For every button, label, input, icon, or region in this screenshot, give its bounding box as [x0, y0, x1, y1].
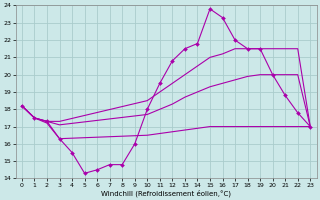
X-axis label: Windchill (Refroidissement éolien,°C): Windchill (Refroidissement éolien,°C) [101, 189, 231, 197]
